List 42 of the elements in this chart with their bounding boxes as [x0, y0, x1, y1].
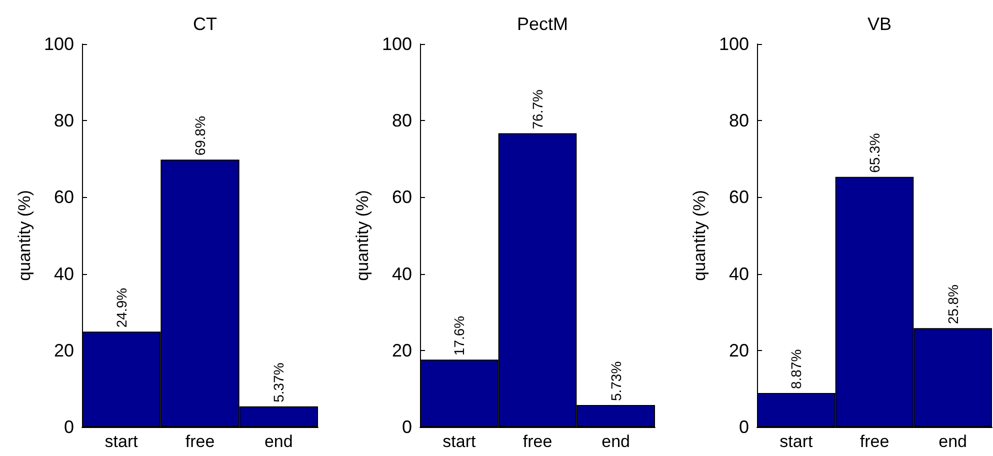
y-axis-title: quantity (%) [690, 190, 710, 281]
y-tick-label: 0 [64, 417, 74, 437]
data-label: 17.6% [451, 316, 468, 356]
chart-title: VB [867, 14, 892, 34]
y-tick-label: 60 [392, 187, 412, 208]
y-tick-label: 80 [728, 110, 749, 131]
x-tick-label: start [780, 432, 813, 451]
y-tick-label: 80 [54, 110, 74, 131]
x-tick-label: end [938, 432, 968, 451]
y-tick-label: 20 [392, 340, 412, 360]
x-tick-label: free [522, 432, 552, 451]
data-label: 76.7% [530, 90, 546, 130]
y-tick-label: 20 [728, 340, 749, 360]
y-tick-label: 40 [392, 264, 412, 284]
y-tick-label: 100 [44, 34, 74, 54]
chart-title: CT [193, 14, 217, 34]
y-tick-label: 0 [402, 417, 412, 437]
y-tick-label: 100 [382, 34, 412, 54]
data-label: 65.3% [866, 133, 882, 173]
y-axis-title: quantity (%) [15, 190, 34, 281]
chart-title: PectM [516, 14, 568, 34]
y-tick-label: 100 [718, 34, 749, 54]
data-label: 8.87% [788, 349, 804, 390]
x-tick-label: free [185, 432, 215, 451]
x-tick-label: start [104, 432, 138, 451]
x-tick-label: end [602, 432, 630, 451]
y-tick-label: 40 [728, 264, 749, 284]
data-label: 5.37% [270, 362, 287, 402]
y-tick-label: 60 [728, 187, 749, 208]
y-axis-title: quantity (%) [353, 190, 372, 281]
data-label: 5.73% [608, 361, 624, 402]
x-tick-label: end [264, 432, 293, 451]
data-label: 25.8% [944, 284, 961, 324]
y-tick-label: 0 [738, 417, 749, 437]
data-label: 69.8% [192, 116, 208, 156]
x-tick-label: start [442, 432, 476, 451]
y-tick-label: 20 [54, 340, 74, 360]
y-tick-label: 80 [392, 110, 412, 131]
data-label: 24.9% [113, 288, 130, 328]
x-tick-label: free [860, 432, 890, 451]
y-tick-label: 60 [54, 187, 74, 208]
y-tick-label: 40 [54, 264, 74, 284]
